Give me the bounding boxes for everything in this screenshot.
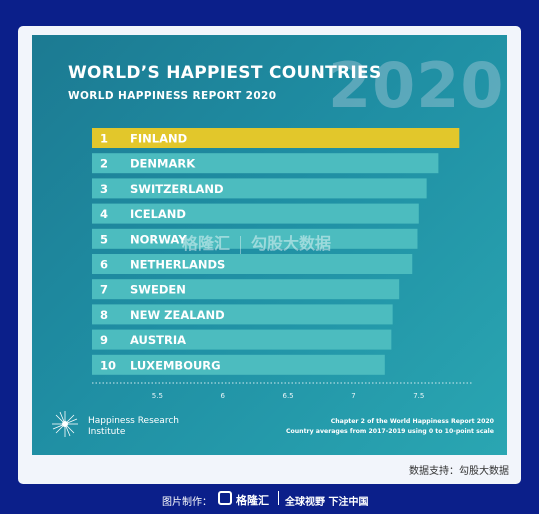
watermark-brand: 格隆汇 — [182, 234, 231, 253]
rank-label: 10 — [100, 358, 116, 372]
infographic-card: 2020 WORLD’S HAPPIEST COUNTRIES WORLD HA… — [32, 35, 507, 455]
country-label: AUSTRIA — [130, 333, 186, 347]
footnote: Chapter 2 of the World Happiness Report … — [286, 417, 494, 437]
rank-label: 6 — [100, 258, 108, 272]
dandelion-icon — [52, 411, 78, 437]
bar-chart: 1 FINLAND 2 DENMARK 3 SWITZERLAND 4 ICELAND 5 NOR… — [92, 128, 472, 400]
rank-label: 7 — [100, 283, 108, 297]
rank-label: 2 — [100, 157, 108, 171]
country-label: SWEDEN — [130, 283, 186, 297]
footer-bar: 图片制作： 格隆汇 全球视野 下注中国 — [0, 484, 539, 514]
country-label: ICELAND — [130, 207, 186, 221]
bar-switzerland — [92, 178, 427, 199]
bar-denmark — [92, 153, 439, 174]
watermark-divider — [240, 235, 242, 254]
data-source: 数据支持：勾股大数据 — [409, 466, 509, 477]
chart-title: WORLD’S HAPPIEST COUNTRIES — [68, 63, 382, 83]
org-name: Happiness Research Institute — [88, 416, 179, 437]
x-tick-label: 6.5 — [283, 392, 294, 400]
chart-subtitle: WORLD HAPPINESS REPORT 2020 — [68, 90, 277, 102]
footnote-line2: Country averages from 2017-2019 using 0 … — [285, 428, 494, 435]
bar-sweden — [92, 279, 400, 300]
bar-new-zealand — [92, 304, 393, 325]
x-tick-label: 7 — [351, 392, 355, 400]
country-label: LUXEMBOURG — [130, 358, 221, 372]
bar-iceland — [92, 203, 419, 224]
country-label: NORWAY — [130, 232, 187, 246]
made-by-label: 图片制作： — [162, 497, 212, 508]
bar-finland — [92, 128, 460, 148]
watermark-data-brand: 勾股大数据 — [251, 234, 332, 253]
country-label: SWITZERLAND — [130, 182, 224, 196]
x-tick-label: 7.5 — [413, 392, 424, 400]
x-tick-label: 5.5 — [152, 392, 163, 400]
rank-label: 5 — [100, 232, 108, 246]
country-label: DENMARK — [130, 157, 196, 171]
rank-label: 4 — [100, 207, 108, 221]
footnote-line1: Chapter 2 of the World Happiness Report … — [330, 418, 494, 425]
background-year: 2020 — [328, 49, 505, 122]
bar-luxembourg — [92, 354, 385, 375]
rank-label: 3 — [100, 182, 108, 196]
country-label: FINLAND — [130, 132, 187, 146]
bar-netherlands — [92, 254, 413, 274]
rank-label: 9 — [100, 333, 108, 347]
country-label: NETHERLANDS — [130, 258, 225, 272]
rank-label: 1 — [100, 132, 108, 146]
bar-norway — [92, 228, 418, 249]
footer-brand: 格隆汇 — [236, 494, 269, 507]
rank-label: 8 — [100, 308, 108, 322]
footer-slogan: 全球视野 下注中国 — [285, 497, 369, 508]
brand-logo-icon — [218, 491, 232, 505]
country-label: NEW ZEALAND — [130, 308, 225, 322]
footer-divider — [278, 491, 279, 505]
watermark: 格隆汇 勾股大数据 — [182, 230, 331, 254]
x-tick-label: 6 — [220, 392, 225, 400]
bar-austria — [92, 329, 392, 350]
